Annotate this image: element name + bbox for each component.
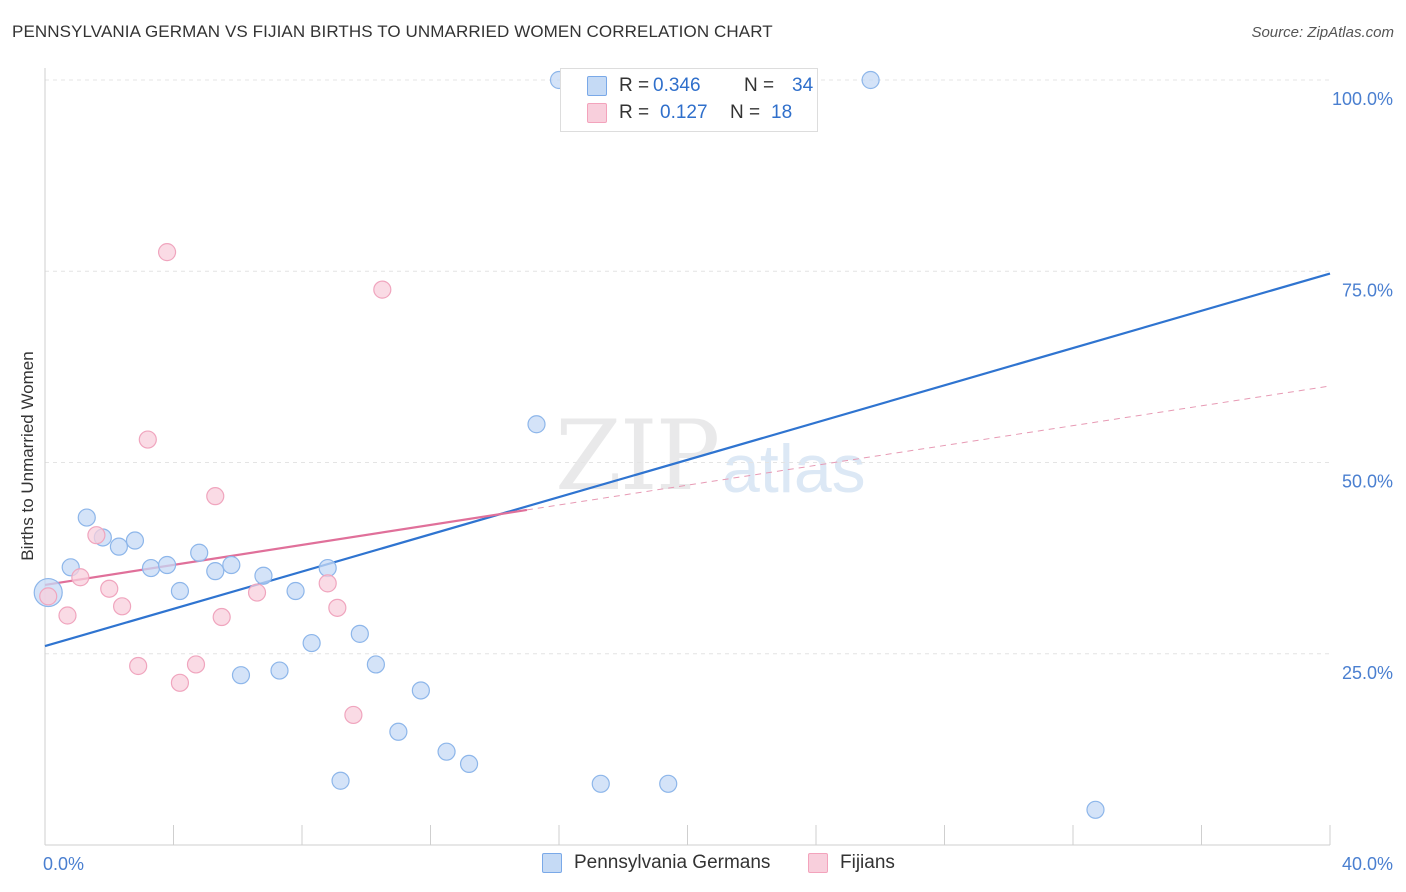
- point-fijians: [112, 597, 132, 616]
- data-points: [33, 70, 1105, 819]
- point-pennsylvania-germans: [109, 537, 128, 556]
- trend-line-fijians-extension: [526, 385, 1331, 511]
- point-pennsylvania-germans: [659, 774, 678, 793]
- point-fijians: [373, 280, 392, 299]
- trend-line-fijians: [44, 508, 528, 586]
- point-pennsylvania-germans: [302, 633, 321, 653]
- point-fijians: [344, 705, 363, 725]
- legend-r-value: 0.346: [653, 75, 701, 96]
- point-fijians: [100, 579, 119, 598]
- source-credit: Source: ZipAtlas.com: [1251, 24, 1394, 41]
- trend-line-pennsylvania-germans: [44, 272, 1331, 648]
- point-fijians: [170, 673, 190, 692]
- point-pennsylvania-germans: [411, 681, 430, 700]
- trend-lines: [44, 272, 1331, 648]
- y-tick-label: 25.0%: [1342, 663, 1393, 683]
- tick-labels: 25.0% 50.0% 75.0% 100.0% 0.0% 40.0%: [43, 89, 1393, 874]
- point-pennsylvania-germans: [170, 581, 190, 601]
- point-pennsylvania-germans: [389, 722, 408, 741]
- point-pennsylvania-germans: [331, 771, 350, 790]
- legend-r-label: R =: [619, 102, 650, 123]
- y-tick-label: 50.0%: [1342, 472, 1393, 492]
- point-pennsylvania-germans: [1086, 800, 1105, 819]
- point-pennsylvania-germans: [125, 531, 145, 550]
- point-pennsylvania-germans: [286, 581, 305, 601]
- point-pennsylvania-germans: [318, 558, 337, 578]
- point-pennsylvania-germans: [861, 70, 880, 90]
- point-pennsylvania-germans: [527, 415, 546, 434]
- point-pennsylvania-germans: [222, 555, 241, 575]
- point-pennsylvania-germans: [157, 555, 177, 575]
- point-pennsylvania-germans: [270, 661, 289, 680]
- point-pennsylvania-germans: [206, 562, 225, 581]
- point-pennsylvania-germans: [77, 508, 96, 527]
- x-tick-label: 40.0%: [1342, 854, 1393, 874]
- axes: [44, 68, 1331, 846]
- point-pennsylvania-germans: [350, 624, 369, 643]
- legend-n-label: N =: [744, 75, 775, 96]
- point-fijians: [87, 526, 106, 545]
- y-tick-label: 75.0%: [1342, 280, 1393, 300]
- point-fijians: [186, 655, 206, 674]
- point-fijians: [157, 243, 177, 262]
- point-fijians: [206, 487, 225, 506]
- point-fijians: [39, 587, 58, 606]
- legend-n-value: 18: [771, 102, 793, 123]
- legend-r-label: R =: [619, 75, 650, 96]
- point-pennsylvania-germans: [591, 774, 610, 793]
- legend-n-value: 34: [792, 75, 814, 96]
- x-tick-label: 0.0%: [43, 854, 84, 874]
- point-pennsylvania-germans: [437, 742, 456, 761]
- point-fijians: [247, 583, 267, 602]
- correlation-legend: R = 0.346 N = 34 R = 0.127 N = 18: [560, 68, 818, 132]
- point-fijians: [138, 430, 157, 449]
- legend-n-label: N =: [730, 102, 761, 123]
- point-fijians: [58, 606, 77, 625]
- point-pennsylvania-germans: [366, 655, 385, 674]
- legend-swatch-pink: [808, 853, 828, 873]
- y-tick-label: 100.0%: [1332, 89, 1393, 109]
- point-fijians: [212, 607, 231, 627]
- legend-swatch-blue: [587, 76, 607, 96]
- legend-swatch-blue: [542, 853, 562, 873]
- point-fijians: [129, 656, 148, 676]
- point-fijians: [71, 568, 90, 587]
- point-pennsylvania-germans: [141, 558, 161, 578]
- series-legend: Pennsylvania Germans Fijians: [0, 852, 1406, 876]
- point-pennsylvania-germans: [190, 543, 209, 562]
- legend-label: Pennsylvania Germans: [574, 852, 771, 873]
- point-fijians: [318, 574, 337, 593]
- legend-swatch-pink: [587, 103, 607, 123]
- point-pennsylvania-germans: [459, 754, 479, 774]
- legend-label: Fijians: [840, 852, 895, 873]
- legend-r-value: 0.127: [660, 102, 708, 123]
- point-pennsylvania-germans: [231, 666, 251, 685]
- point-fijians: [328, 598, 347, 617]
- point-pennsylvania-germans: [254, 566, 273, 585]
- chart-title: PENNSYLVANIA GERMAN VS FIJIAN BIRTHS TO …: [12, 22, 773, 41]
